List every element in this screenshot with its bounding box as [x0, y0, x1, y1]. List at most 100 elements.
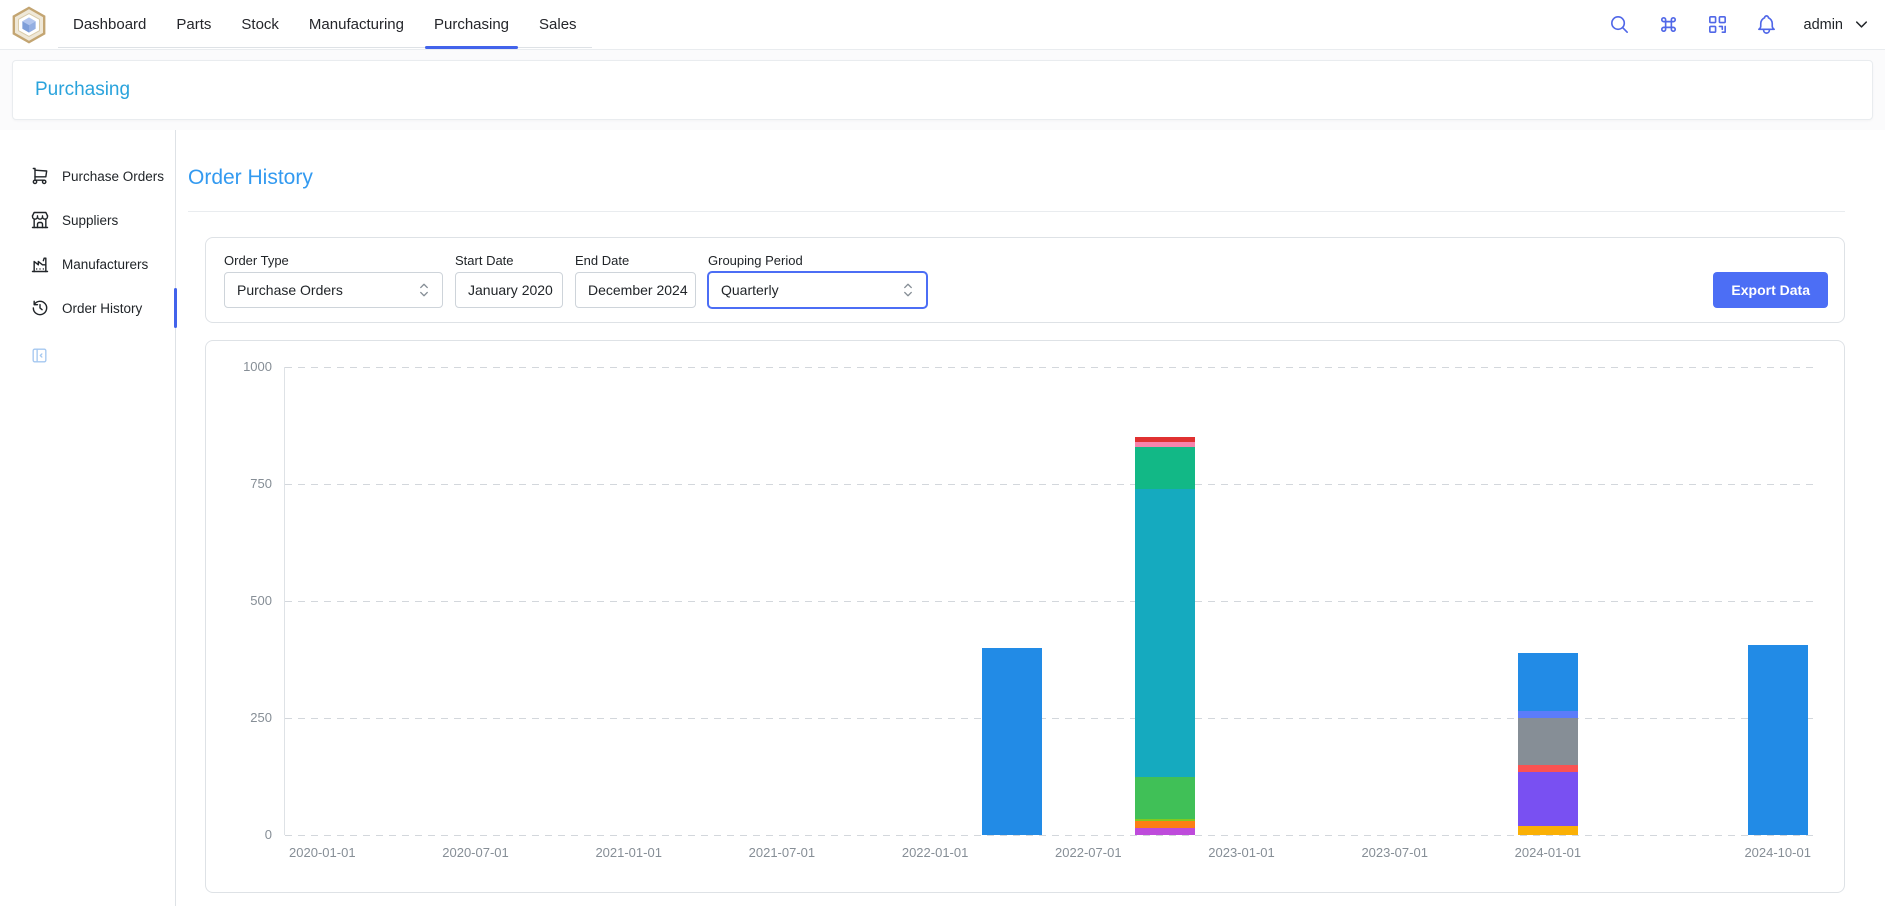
app-logo[interactable]: [10, 6, 48, 44]
gridline: [285, 718, 1816, 719]
bar-segment: [982, 648, 1042, 835]
chart-plot: [284, 367, 1816, 835]
select-stepper-icon: [418, 281, 430, 299]
x-tick-label: 2023-01-01: [1208, 845, 1275, 860]
factory-icon: [30, 254, 50, 274]
gridline: [285, 484, 1816, 485]
filter-field-start-date: Start Date January 2020: [455, 253, 563, 308]
bell-icon: [1755, 13, 1778, 36]
x-tick-label: 2024-10-01: [1744, 845, 1811, 860]
inventree-logo-icon: [10, 6, 48, 44]
grouping-period-select[interactable]: Quarterly: [708, 272, 927, 308]
search-button[interactable]: [1608, 13, 1632, 37]
sidebar-item-label: Order History: [62, 301, 142, 316]
search-icon: [1608, 13, 1631, 36]
x-tick-label: 2023-07-01: [1361, 845, 1428, 860]
sidebar-item-order-history[interactable]: Order History: [0, 286, 175, 330]
user-menu[interactable]: admin: [1804, 15, 1872, 34]
x-tick-label: 2022-01-01: [902, 845, 969, 860]
bar-segment: [1518, 711, 1578, 718]
command-icon: [1657, 13, 1680, 36]
bar-segment: [1135, 828, 1195, 835]
chart-bar-2022-10-01[interactable]: [1135, 437, 1195, 835]
command-button[interactable]: [1657, 13, 1681, 37]
bar-segment: [1748, 645, 1808, 835]
bar-segment: [1135, 447, 1195, 489]
tab-purchasing[interactable]: Purchasing: [419, 4, 524, 47]
sidebar-item-purchase-orders[interactable]: Purchase Orders: [0, 154, 175, 198]
filter-fields: Order Type Purchase Orders Start Date Janua…: [224, 253, 927, 308]
gridline: [285, 835, 1816, 836]
chart-bar-2024-10-01[interactable]: [1748, 645, 1808, 835]
sidebar-item-label: Suppliers: [62, 213, 118, 228]
end-date-input[interactable]: December 2024: [575, 272, 696, 308]
select-stepper-icon: [902, 281, 914, 299]
x-tick-label: 2022-07-01: [1055, 845, 1122, 860]
y-tick-label: 0: [206, 827, 272, 842]
x-tick-label: 2020-07-01: [442, 845, 509, 860]
bell-button[interactable]: [1755, 13, 1779, 37]
order-history-chart: 2020-01-012020-07-012021-01-012021-07-01…: [205, 340, 1845, 893]
filter-label: Grouping Period: [708, 253, 927, 268]
x-tick-label: 2024-01-01: [1515, 845, 1582, 860]
chart-x-axis: 2020-01-012020-07-012021-01-012021-07-01…: [284, 845, 1816, 865]
filter-field-grouping-period: Grouping Period Quarterly: [708, 253, 927, 308]
bar-segment: [1518, 718, 1578, 765]
sidebar-item-manufacturers[interactable]: Manufacturers: [0, 242, 175, 286]
sidebar-item-label: Manufacturers: [62, 257, 148, 272]
bar-segment: [1518, 772, 1578, 826]
gridline: [285, 367, 1816, 368]
user-name: admin: [1804, 17, 1844, 33]
y-tick-label: 1000: [206, 359, 272, 374]
heading-divider: [188, 211, 1845, 212]
filter-field-end-date: End Date December 2024: [575, 253, 696, 308]
breadcrumb: Purchasing: [12, 60, 1873, 120]
y-tick-label: 750: [206, 476, 272, 491]
qr-scan-icon: [1706, 13, 1729, 36]
header-actions: admin: [1608, 13, 1872, 37]
export-data-button[interactable]: Export Data: [1713, 272, 1828, 308]
chevron-down-icon: [1852, 15, 1871, 34]
sidebar-item-suppliers[interactable]: Suppliers: [0, 198, 175, 242]
sidebar-item-label: Purchase Orders: [62, 169, 164, 184]
order-type-select[interactable]: Purchase Orders: [224, 272, 443, 308]
page-title: Order History: [188, 166, 1845, 190]
sidebar-items: Purchase Orders Suppliers Manufacturers Ord…: [0, 154, 175, 330]
sidebar: Purchase Orders Suppliers Manufacturers Ord…: [0, 130, 176, 906]
shopping-cart-icon: [30, 166, 50, 186]
tab-stock[interactable]: Stock: [226, 4, 294, 47]
x-tick-label: 2021-01-01: [595, 845, 662, 860]
bar-segment: [1518, 765, 1578, 772]
main-content: Order History Order Type Purchase Orders S…: [176, 130, 1885, 906]
field-value: December 2024: [588, 282, 688, 298]
gridline: [285, 601, 1816, 602]
bar-segment: [1135, 489, 1195, 777]
filter-label: Order Type: [224, 253, 443, 268]
chart-bar-2022-04-01[interactable]: [982, 648, 1042, 835]
tab-parts[interactable]: Parts: [161, 4, 226, 47]
bar-segment: [1518, 653, 1578, 712]
chart-bar-2024-01-01[interactable]: [1518, 653, 1578, 836]
field-value: Quarterly: [721, 282, 902, 298]
tab-dashboard[interactable]: Dashboard: [58, 4, 161, 47]
top-nav: DashboardPartsStockManufacturingPurchasi…: [0, 0, 1885, 50]
store-icon: [30, 210, 50, 230]
y-tick-label: 500: [206, 593, 272, 608]
field-value: Purchase Orders: [237, 282, 418, 298]
x-tick-label: 2021-07-01: [749, 845, 816, 860]
active-indicator: [174, 288, 177, 328]
bar-segment: [1135, 777, 1195, 819]
bar-segment: [1135, 821, 1195, 828]
breadcrumb-title: Purchasing: [35, 79, 130, 101]
tab-sales[interactable]: Sales: [524, 4, 592, 47]
tab-manufacturing[interactable]: Manufacturing: [294, 4, 419, 47]
start-date-input[interactable]: January 2020: [455, 272, 563, 308]
filter-field-order-type: Order Type Purchase Orders: [224, 253, 443, 308]
filter-label: End Date: [575, 253, 696, 268]
sidebar-collapse-button[interactable]: [30, 346, 50, 366]
filter-label: Start Date: [455, 253, 563, 268]
field-value: January 2020: [468, 282, 553, 298]
main-tabs: DashboardPartsStockManufacturingPurchasi…: [58, 4, 592, 48]
breadcrumb-band: Purchasing: [0, 50, 1885, 130]
qr-scan-button[interactable]: [1706, 13, 1730, 37]
